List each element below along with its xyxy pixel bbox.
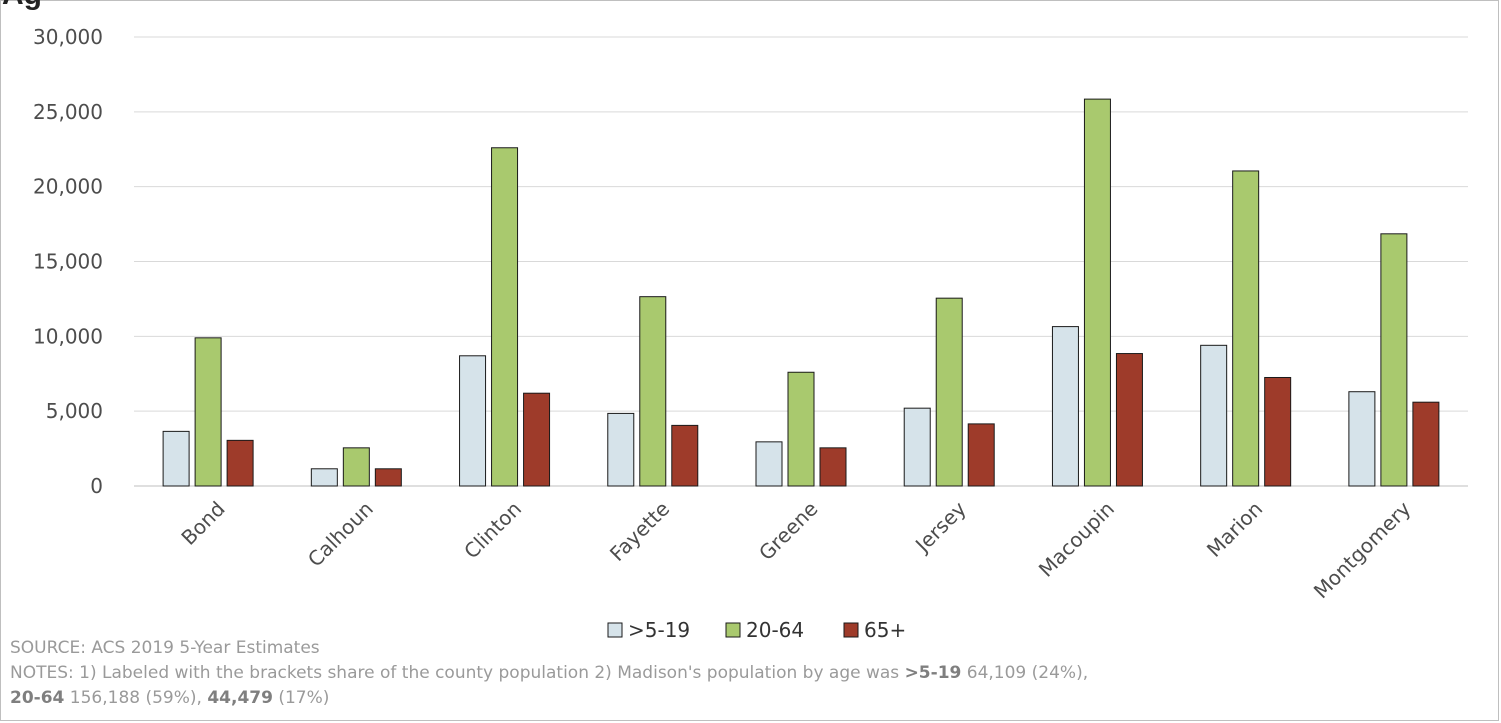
legend-swatch [725,622,741,638]
y-tick-label: 5,000 [46,399,103,423]
bar-macoupin-2 [1083,98,1111,487]
x-tick-label: Montgomery [1309,496,1416,603]
x-tick-label: Macoupin [1034,497,1119,582]
bar-fayette-2 [639,296,667,487]
legend-label: 20-64 [746,618,804,640]
bar-marion-3 [1264,376,1292,487]
bar-fayette-1 [607,412,635,487]
bar-chart: 0 5,000 10,000 15,000 20,000 25,000 30,000 Bon… [33,25,1468,640]
bar-bond-3 [226,439,254,487]
bar-montgomery-1 [1348,391,1376,487]
x-tick-label: Bond [176,497,229,550]
bar-greene-2 [787,371,815,487]
bar-calhoun-3 [374,468,402,487]
legend-label: 65+ [864,618,906,640]
y-tick-label: 15,000 [33,250,103,274]
x-tick-label: Fayette [605,497,674,566]
bar-marion-1 [1200,344,1228,487]
y-tick-label: 0 [90,474,103,498]
bar-calhoun-1 [310,468,338,487]
source-text: SOURCE: ACS 2019 5-Year Estimates [10,638,320,658]
legend-swatch [607,622,623,638]
bar-bond-2 [194,337,222,487]
y-tick-label: 25,000 [33,100,103,124]
bar-fayette-3 [671,424,699,487]
chart-title-fragment: Ag [2,0,42,12]
notes-group1-value: 64,109 (24%), [961,663,1089,683]
x-tick-label: Jersey [909,496,971,558]
bar-clinton-1 [459,355,487,487]
bar-montgomery-3 [1412,401,1440,487]
chart-notes: SOURCE: ACS 2019 5-Year Estimates NOTES:… [10,636,1480,711]
legend-swatch [843,622,859,638]
x-axis-ticks: Bond Calhoun Clinton Fayette Greene Jersey Mac… [176,496,1415,603]
notes-group3-value: (17%) [272,688,330,708]
legend-label: >5-19 [628,618,690,640]
x-tick-label: Marion [1202,497,1267,562]
bar-greene-3 [819,447,847,487]
legend: >5-19 20-64 65+ [607,618,906,640]
bar-greene-1 [755,441,783,487]
notes-group1-label: >5-19 [904,663,962,683]
y-tick-label: 30,000 [33,25,103,49]
x-tick-label: Calhoun [303,497,378,572]
bar-clinton-2 [491,147,519,487]
y-tick-label: 20,000 [33,175,103,199]
bar-bond-1 [162,430,190,487]
bar-montgomery-2 [1380,233,1408,487]
bar-jersey-3 [967,423,995,487]
notes-group2-value: 156,188 (59%), [64,688,208,708]
bar-clinton-3 [523,392,551,487]
bar-macoupin-3 [1115,353,1143,487]
notes-group3-label: 44,479 [207,688,273,708]
bar-jersey-2 [935,297,963,487]
y-axis-ticks: 0 5,000 10,000 15,000 20,000 25,000 30,000 [33,25,103,498]
y-tick-label: 10,000 [33,324,103,348]
notes-text: NOTES: 1) Labeled with the brackets shar… [10,661,1480,711]
bar-calhoun-2 [342,447,370,487]
bar-marion-2 [1232,170,1260,487]
notes-group2-label: 20-64 [10,688,65,708]
x-tick-label: Clinton [459,497,526,564]
x-tick-label: Greene [754,497,823,566]
notes-prefix: NOTES: 1) Labeled with the brackets shar… [10,663,905,683]
bar-macoupin-1 [1051,326,1079,487]
bar-jersey-1 [903,407,931,487]
bars [162,98,1440,487]
